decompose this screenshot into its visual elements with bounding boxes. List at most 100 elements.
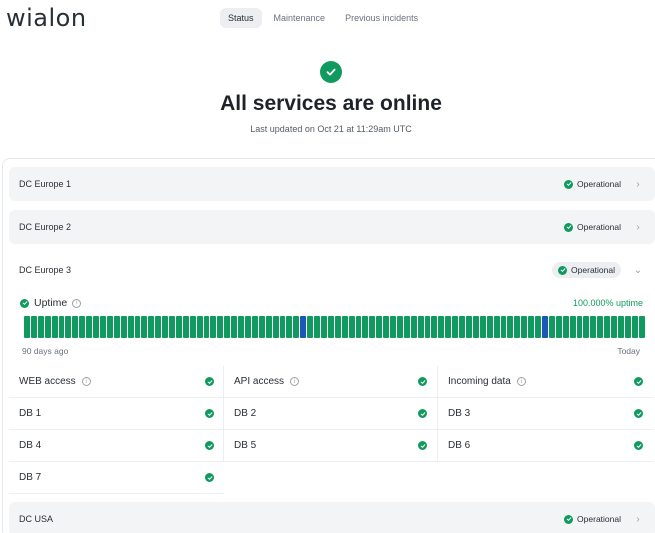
uptime-day-bar[interactable] — [99, 316, 106, 338]
uptime-day-bar[interactable] — [79, 316, 86, 338]
info-icon[interactable]: i — [81, 377, 91, 386]
uptime-day-bar[interactable] — [272, 316, 279, 338]
service-db-5[interactable]: DB 5 — [224, 430, 437, 462]
uptime-day-bar[interactable] — [134, 316, 141, 338]
tab-maintenance[interactable]: Maintenance — [273, 13, 326, 23]
uptime-day-bar[interactable] — [424, 316, 431, 338]
uptime-day-bar[interactable] — [403, 316, 410, 338]
tab-status[interactable]: Status — [220, 8, 262, 28]
dc-row-europe-2[interactable]: DC Europe 2 Operational › — [9, 210, 655, 244]
uptime-day-bar[interactable] — [307, 316, 314, 338]
uptime-day-bar[interactable] — [58, 316, 65, 338]
uptime-day-bar[interactable] — [410, 316, 417, 338]
service-db-1[interactable]: DB 1 — [9, 398, 224, 430]
uptime-day-bar[interactable] — [472, 316, 479, 338]
uptime-day-bar[interactable] — [251, 316, 258, 338]
uptime-day-bar[interactable] — [396, 316, 403, 338]
uptime-day-bar[interactable] — [555, 316, 562, 338]
uptime-day-bar[interactable] — [541, 316, 548, 338]
uptime-day-bar[interactable] — [293, 316, 300, 338]
chevron-right-icon[interactable]: › — [636, 513, 640, 525]
uptime-day-bar[interactable] — [182, 316, 189, 338]
uptime-day-bar[interactable] — [369, 316, 376, 338]
uptime-day-bar[interactable] — [169, 316, 175, 338]
uptime-day-bar[interactable] — [604, 316, 611, 338]
uptime-day-bar[interactable] — [583, 316, 590, 338]
service-db-3[interactable]: DB 3 — [438, 398, 653, 430]
uptime-day-bar[interactable] — [189, 316, 196, 338]
uptime-day-bar[interactable] — [528, 316, 535, 338]
uptime-day-bar[interactable] — [466, 316, 472, 338]
service-db-4[interactable]: DB 4 — [9, 430, 224, 462]
uptime-day-bar[interactable] — [390, 316, 396, 338]
dc-row-usa[interactable]: DC USA Operational › — [9, 502, 655, 533]
uptime-day-bar[interactable] — [279, 316, 286, 338]
uptime-day-bar[interactable] — [479, 316, 486, 338]
uptime-day-bar[interactable] — [459, 316, 465, 338]
uptime-day-bar[interactable] — [362, 316, 369, 338]
info-icon[interactable]: i — [290, 377, 300, 386]
uptime-day-bar[interactable] — [624, 316, 631, 338]
uptime-day-bar[interactable] — [521, 316, 528, 338]
uptime-day-bar[interactable] — [72, 316, 79, 338]
uptime-day-bar[interactable] — [51, 316, 58, 338]
uptime-day-bar[interactable] — [113, 316, 120, 338]
uptime-day-bar[interactable] — [548, 316, 555, 338]
service-web-access[interactable]: WEB access i — [9, 366, 224, 398]
info-icon[interactable]: i — [516, 377, 526, 386]
uptime-day-bar[interactable] — [141, 316, 148, 338]
uptime-day-bar[interactable] — [383, 316, 390, 338]
service-db-7[interactable]: DB 7 — [9, 462, 224, 494]
uptime-day-bar[interactable] — [514, 316, 521, 338]
uptime-day-bar[interactable] — [438, 316, 445, 338]
uptime-day-bar[interactable] — [334, 316, 341, 338]
uptime-day-bar[interactable] — [376, 316, 383, 338]
uptime-day-bar[interactable] — [258, 316, 265, 338]
uptime-day-bar[interactable] — [30, 316, 37, 338]
chevron-down-icon[interactable]: ⌄ — [633, 264, 643, 276]
uptime-day-bar[interactable] — [597, 316, 604, 338]
uptime-day-bar[interactable] — [196, 316, 203, 338]
uptime-day-bar[interactable] — [500, 316, 507, 338]
uptime-day-bar[interactable] — [445, 316, 452, 338]
service-db-6[interactable]: DB 6 — [438, 430, 653, 462]
uptime-day-bar[interactable] — [493, 316, 500, 338]
uptime-day-bar[interactable] — [175, 316, 182, 338]
uptime-day-bar[interactable] — [65, 316, 72, 338]
uptime-day-bar[interactable] — [590, 316, 597, 338]
dc-row-europe-1[interactable]: DC Europe 1 Operational › — [9, 167, 655, 201]
uptime-day-bar[interactable] — [44, 316, 51, 338]
uptime-day-bar[interactable] — [93, 316, 99, 338]
uptime-day-bar[interactable] — [224, 316, 231, 338]
uptime-day-bar[interactable] — [37, 316, 44, 338]
uptime-day-bar[interactable] — [348, 316, 355, 338]
wialon-logo[interactable]: wialon — [6, 4, 87, 32]
uptime-day-bar[interactable] — [320, 316, 327, 338]
chevron-right-icon[interactable]: › — [636, 221, 640, 233]
uptime-day-bar[interactable] — [210, 316, 217, 338]
uptime-day-bar[interactable] — [217, 316, 224, 338]
uptime-day-bar[interactable] — [127, 316, 134, 338]
uptime-day-bar[interactable] — [238, 316, 244, 338]
uptime-day-bar[interactable] — [203, 316, 210, 338]
uptime-day-bar[interactable] — [155, 316, 162, 338]
uptime-day-bar[interactable] — [452, 316, 459, 338]
uptime-day-bar[interactable] — [106, 316, 113, 338]
uptime-day-bar[interactable] — [286, 316, 293, 338]
uptime-day-bar[interactable] — [507, 316, 514, 338]
uptime-day-bar[interactable] — [535, 316, 541, 338]
uptime-day-bar[interactable] — [638, 316, 645, 338]
uptime-day-bar[interactable] — [300, 316, 307, 338]
uptime-day-bar[interactable] — [314, 316, 320, 338]
uptime-day-bar[interactable] — [562, 316, 569, 338]
uptime-day-bar[interactable] — [148, 316, 155, 338]
uptime-day-bar[interactable] — [431, 316, 438, 338]
uptime-day-bar[interactable] — [569, 316, 576, 338]
uptime-day-bar[interactable] — [265, 316, 272, 338]
uptime-day-bar[interactable] — [355, 316, 362, 338]
uptime-day-bar[interactable] — [617, 316, 624, 338]
uptime-day-bar[interactable] — [120, 316, 127, 338]
uptime-day-bar[interactable] — [86, 316, 93, 338]
tab-previous-incidents[interactable]: Previous incidents — [345, 13, 419, 23]
uptime-day-bar[interactable] — [162, 316, 169, 338]
